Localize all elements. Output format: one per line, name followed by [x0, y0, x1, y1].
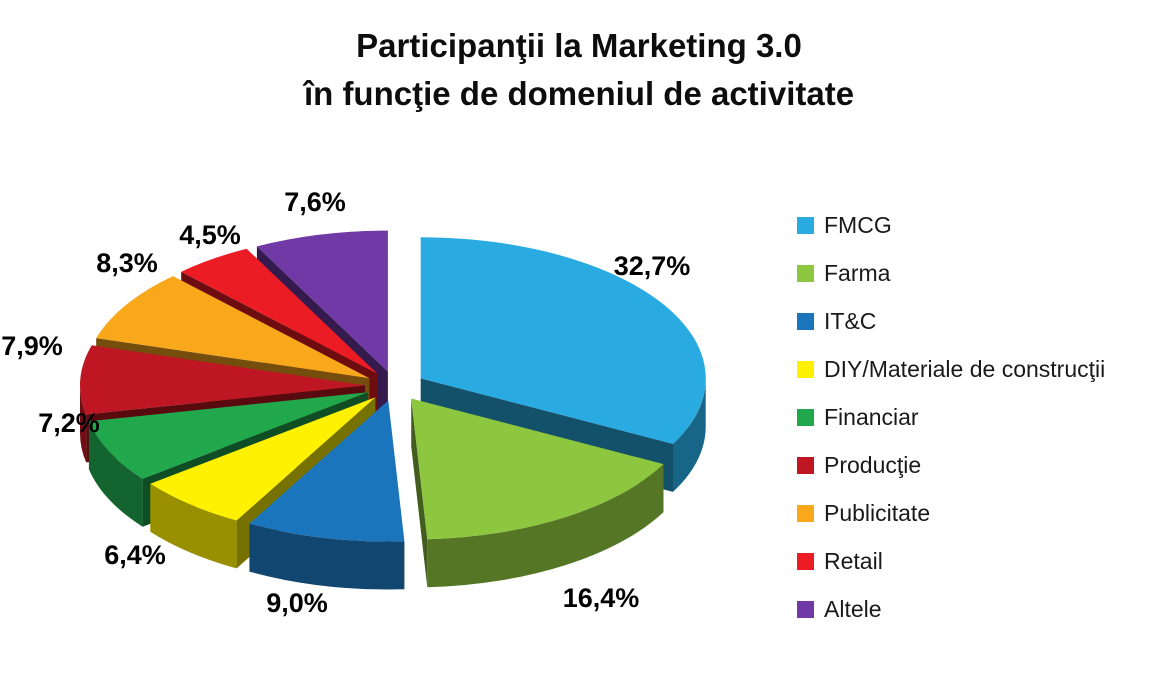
pie-slice-retail [181, 248, 378, 374]
legend-item-financiar: Financiar [797, 404, 1105, 431]
legend-label-publicitate: Publicitate [824, 500, 931, 526]
legend-swatch-fmcg [797, 217, 814, 234]
pie-slice-farma-rim [427, 464, 664, 588]
legend-label-farma: Farma [824, 260, 891, 286]
legend-label-financiar: Financiar [824, 404, 919, 430]
pie-slice-fmcg [420, 237, 706, 444]
legend-item-it-c: IT&C [797, 308, 1105, 335]
legend-item-publicitate: Publicitate [797, 500, 1105, 527]
pie-slice-productie [79, 345, 366, 415]
legend-swatch-it-c [797, 313, 814, 330]
pie-label-retail: 4,5% [179, 220, 241, 250]
pie-label-diy-materiale-de-constructii: 6,4% [104, 540, 166, 570]
pie-slice-farma-side [411, 398, 428, 588]
legend-item-productie: Producţie [797, 452, 1105, 479]
pie-slice-productie-rim [80, 385, 87, 463]
pie-label-financiar: 7,2% [38, 408, 100, 438]
pie-slice-financiar-rim [88, 421, 143, 527]
legend-swatch-productie [797, 457, 814, 474]
legend-label-productie: Producţie [824, 452, 922, 478]
pie-slice-publicitate [96, 276, 370, 379]
pie-label-productie: 7,9% [1, 331, 63, 361]
legend-swatch-diy-materiale-de-constructii [797, 361, 814, 378]
legend-swatch-farma [797, 265, 814, 282]
pie-slice-diy-materiale-de-constructii-rim [150, 483, 237, 569]
legend-label-fmcg: FMCG [824, 212, 892, 238]
legend: FMCG Farma IT&C DIY/Materiale de construcţi… [797, 212, 1105, 623]
legend-label-it-c: IT&C [824, 308, 877, 334]
chart-title: Participanţii la Marketing 3.0 în funcţi… [0, 22, 1158, 118]
pie-slice-financiar [88, 392, 368, 479]
legend-item-farma: Farma [797, 260, 1105, 287]
pie-slice-altele [256, 230, 388, 372]
pie-label-publicitate: 8,3% [96, 248, 158, 278]
chart-title-line2: în funcţie de domeniul de activitate [303, 75, 855, 112]
legend-item-diy-materiale-de-constructii: DIY/Materiale de construcţii [797, 356, 1105, 383]
pie-slice-it-c-rim [249, 523, 405, 590]
legend-item-retail: Retail [797, 548, 1105, 575]
pie-slice-it-c [249, 400, 405, 542]
legend-item-fmcg: FMCG [797, 212, 1105, 239]
legend-swatch-financiar [797, 409, 814, 426]
pie-slice-diy-materiale-de-constructii [150, 397, 376, 521]
pie-label-farma: 16,4% [563, 583, 640, 613]
chart-title-line1: Participanţii la Marketing 3.0 [356, 27, 802, 64]
pie-label-it-c: 9,0% [266, 588, 328, 618]
pie-slice-farma [411, 398, 664, 540]
legend-label-altele: Altele [824, 596, 882, 622]
legend-item-altele: Altele [797, 596, 1105, 623]
pie-label-fmcg: 32,7% [614, 251, 691, 281]
legend-swatch-altele [797, 601, 814, 618]
legend-swatch-retail [797, 553, 814, 570]
pie-slice-fmcg-rim [673, 378, 706, 492]
pie-label-altele: 7,6% [284, 187, 346, 217]
legend-label-diy-materiale-de-constructii: DIY/Materiale de construcţii [824, 356, 1106, 382]
legend-swatch-publicitate [797, 505, 814, 522]
legend-label-retail: Retail [824, 548, 883, 574]
